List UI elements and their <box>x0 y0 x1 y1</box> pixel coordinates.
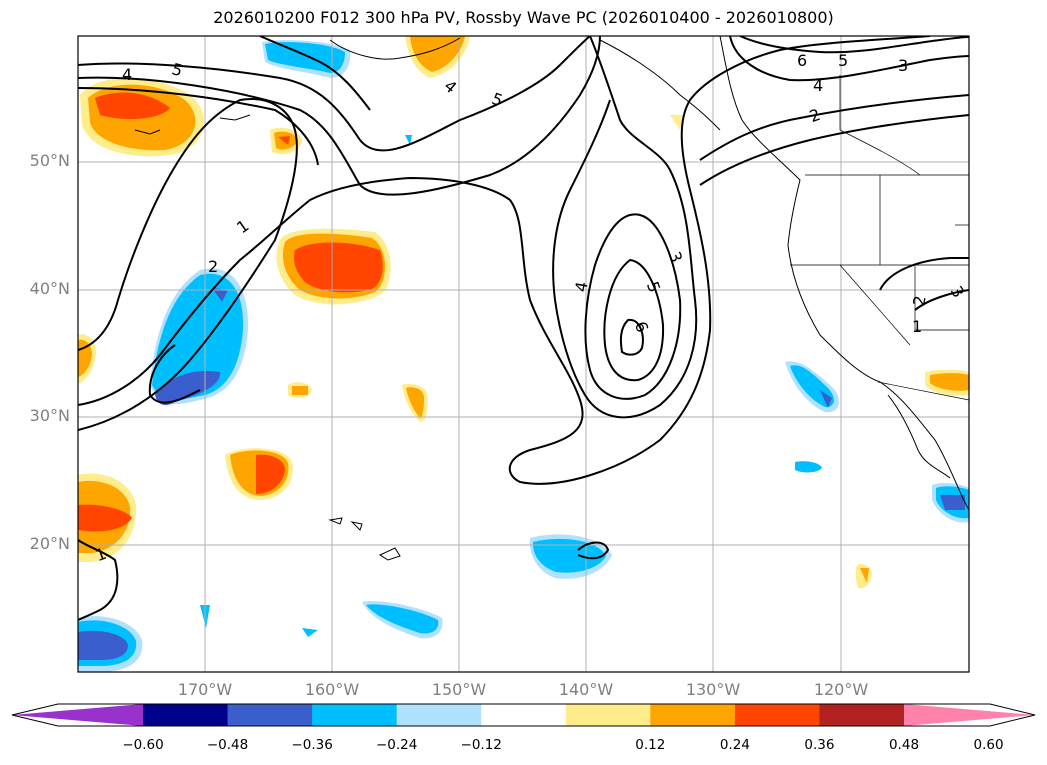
map-title: 2026010200 F012 300 hPa PV, Rossby Wave … <box>213 8 834 27</box>
map-frame <box>77 35 970 673</box>
political-borders <box>790 75 969 401</box>
colorbar-tick-label: −0.12 <box>460 737 502 753</box>
lat-label-30n: 30°N <box>29 406 70 425</box>
pv-contours <box>78 36 969 621</box>
contour-label: 5 <box>838 51 848 70</box>
colorbar-segments <box>12 704 1035 726</box>
colorbar-tick-label: −0.24 <box>375 737 418 753</box>
colorbar-extend-low <box>12 704 143 726</box>
contour-label: 4 <box>813 76 823 95</box>
lon-label-130w: 130°W <box>685 680 741 699</box>
colorbar-tick-label: −0.36 <box>291 737 333 753</box>
colorbar-tick-label: −0.48 <box>206 737 249 753</box>
colorbar-tick-label: 0.48 <box>888 737 920 753</box>
lon-label-120w: 120°W <box>813 680 869 699</box>
colorbar-segment <box>819 704 905 726</box>
contour-label: 4 <box>122 65 132 84</box>
colorbar-segment <box>481 704 567 726</box>
lat-label-50n: 50°N <box>29 151 70 170</box>
colorbar-tick-label: 0.24 <box>719 737 750 753</box>
coastlines <box>134 36 969 561</box>
contour-label: 1 <box>912 317 922 336</box>
contour-label: 4 <box>571 280 591 293</box>
lat-label-20n: 20°N <box>29 534 70 553</box>
colorbar-segment <box>396 704 482 726</box>
lat-label-40n: 40°N <box>29 279 70 298</box>
colorbar-segment <box>312 704 398 726</box>
lon-label-150w: 150°W <box>431 680 487 699</box>
colorbar-tick-label: 0.60 <box>973 737 1004 753</box>
contour-label: 5 <box>170 59 185 80</box>
colorbar-segment <box>227 704 313 726</box>
colorbar-tick-label: 0.36 <box>804 737 835 753</box>
colorbar-segment <box>143 704 229 726</box>
colorbar-segment <box>734 704 820 726</box>
contour-label: 3 <box>898 56 908 75</box>
contour-label: 6 <box>797 51 807 70</box>
map-canvas: 4 5 4 5 6 5 4 3 2 1 2 3 4 5 6 1 1 2 3 <box>77 35 970 673</box>
lon-label-170w: 170°W <box>177 680 233 699</box>
positive-anomaly-fills <box>78 36 969 589</box>
colorbar-tick-label: −0.60 <box>122 737 164 753</box>
lon-label-160w: 160°W <box>304 680 360 699</box>
colorbar-extend-high <box>904 704 1035 726</box>
lon-label-140w: 140°W <box>558 680 614 699</box>
contour-label: 2 <box>208 257 218 276</box>
colorbar-segment <box>650 704 736 726</box>
colorbar-tick-label: 0.12 <box>635 737 666 753</box>
colorbar-segment <box>565 704 651 726</box>
contour-label: 2 <box>909 294 929 307</box>
